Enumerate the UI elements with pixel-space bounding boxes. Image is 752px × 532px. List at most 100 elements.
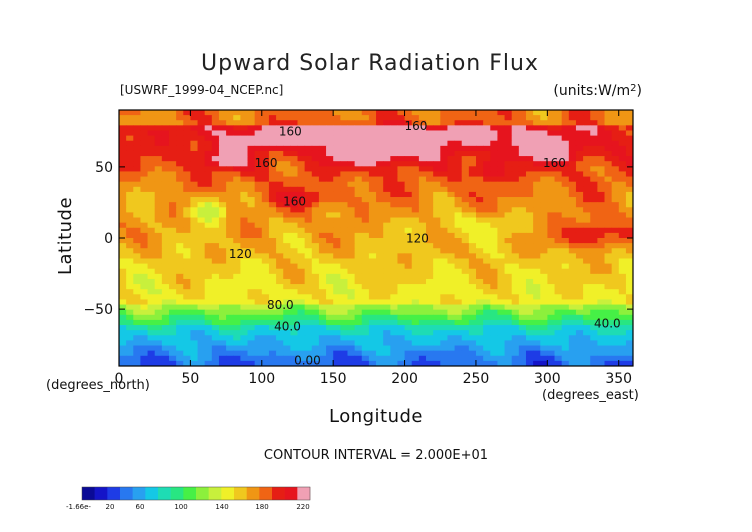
flux-cell xyxy=(218,314,227,321)
flux-cell xyxy=(304,330,313,336)
flux-cell xyxy=(247,268,256,275)
flux-cell xyxy=(547,186,555,193)
flux-cell xyxy=(297,294,306,300)
flux-cell xyxy=(433,197,441,203)
flux-cell xyxy=(226,130,234,136)
flux-cell xyxy=(533,176,541,183)
flux-cell xyxy=(297,135,306,142)
flux-cell xyxy=(447,238,455,244)
flux-cell xyxy=(333,340,341,346)
flux-cell xyxy=(468,273,477,280)
flux-cell xyxy=(218,284,227,290)
flux-cell xyxy=(590,145,598,152)
flux-cell xyxy=(183,202,191,208)
flux-cell xyxy=(511,289,520,295)
flux-cell xyxy=(218,268,227,275)
flux-cell xyxy=(211,207,220,213)
flux-cell xyxy=(276,319,284,326)
flux-cell xyxy=(176,248,184,254)
flux-cell xyxy=(297,325,306,331)
flux-cell xyxy=(411,294,420,300)
flux-cell xyxy=(468,304,477,311)
flux-cell xyxy=(204,263,213,270)
flux-cell xyxy=(404,289,413,295)
flux-cell xyxy=(368,335,377,341)
flux-cell xyxy=(254,335,263,341)
flux-cell xyxy=(618,135,627,142)
flux-cell xyxy=(261,212,270,218)
flux-cell xyxy=(247,135,256,142)
flux-cell xyxy=(318,186,327,193)
flux-cell xyxy=(618,309,627,316)
flux-cell xyxy=(176,350,184,357)
flux-cell xyxy=(433,299,441,305)
flux-cell xyxy=(518,309,527,316)
flux-cell xyxy=(211,289,220,295)
flux-cell xyxy=(168,294,177,300)
flux-cell xyxy=(226,284,234,290)
flux-cell xyxy=(397,120,405,126)
flux-cell xyxy=(540,294,548,300)
flux-cell xyxy=(326,115,334,121)
flux-cell xyxy=(226,289,234,295)
flux-cell xyxy=(611,176,620,183)
flux-cell xyxy=(154,120,163,126)
flux-cell xyxy=(161,150,170,157)
flux-cell xyxy=(497,212,505,218)
flux-cell xyxy=(468,360,477,366)
flux-cell xyxy=(525,156,534,162)
flux-cell xyxy=(140,212,148,218)
flux-cell xyxy=(183,243,191,249)
flux-cell xyxy=(547,360,555,366)
flux-cell xyxy=(490,294,498,300)
flux-cell xyxy=(426,207,434,213)
flux-cell xyxy=(440,232,448,239)
flux-cell xyxy=(290,278,298,285)
flux-cell xyxy=(461,212,470,218)
flux-cell xyxy=(240,284,248,290)
flux-cell xyxy=(168,273,177,280)
flux-cell xyxy=(154,304,163,311)
flux-cell xyxy=(290,355,298,362)
flux-cell xyxy=(511,330,520,336)
flux-cell xyxy=(211,355,220,362)
flux-cell xyxy=(297,309,306,316)
contour-label: 120 xyxy=(229,247,252,261)
flux-cell xyxy=(590,197,598,203)
flux-cell xyxy=(354,207,363,213)
flux-cell xyxy=(547,273,555,280)
flux-cell xyxy=(583,120,591,126)
flux-cell xyxy=(361,335,370,341)
flux-cell xyxy=(126,360,134,366)
flux-cell xyxy=(426,238,434,244)
flux-cell xyxy=(226,278,234,285)
flux-cell xyxy=(497,284,505,290)
flux-cell xyxy=(347,309,356,316)
flux-cell xyxy=(618,314,627,321)
flux-cell xyxy=(461,278,470,285)
flux-cell xyxy=(211,294,220,300)
flux-cell xyxy=(261,263,270,270)
flux-cell xyxy=(483,120,491,126)
flux-cell xyxy=(390,150,398,157)
flux-cell xyxy=(218,263,227,270)
flux-cell xyxy=(233,161,241,167)
flux-cell xyxy=(397,273,405,280)
flux-cell xyxy=(597,166,605,172)
flux-cell xyxy=(590,222,598,229)
flux-cell xyxy=(197,176,206,183)
flux-cell xyxy=(483,319,491,326)
flux-cell xyxy=(575,263,584,270)
flux-cell xyxy=(625,273,633,280)
flux-cell xyxy=(540,171,548,177)
flux-cell xyxy=(583,355,591,362)
flux-cell xyxy=(276,181,284,188)
flux-cell xyxy=(119,115,127,121)
flux-cell xyxy=(568,350,577,357)
flux-cell xyxy=(147,145,156,152)
flux-cell xyxy=(476,227,484,234)
flux-cell xyxy=(611,232,620,239)
flux-cell xyxy=(476,130,484,136)
colorbar-swatch xyxy=(158,487,171,500)
flux-cell xyxy=(333,186,341,193)
